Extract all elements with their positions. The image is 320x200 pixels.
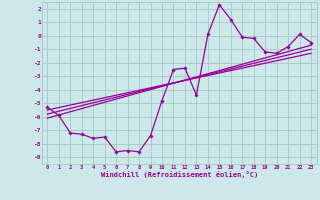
X-axis label: Windchill (Refroidissement éolien,°C): Windchill (Refroidissement éolien,°C) bbox=[100, 171, 258, 178]
